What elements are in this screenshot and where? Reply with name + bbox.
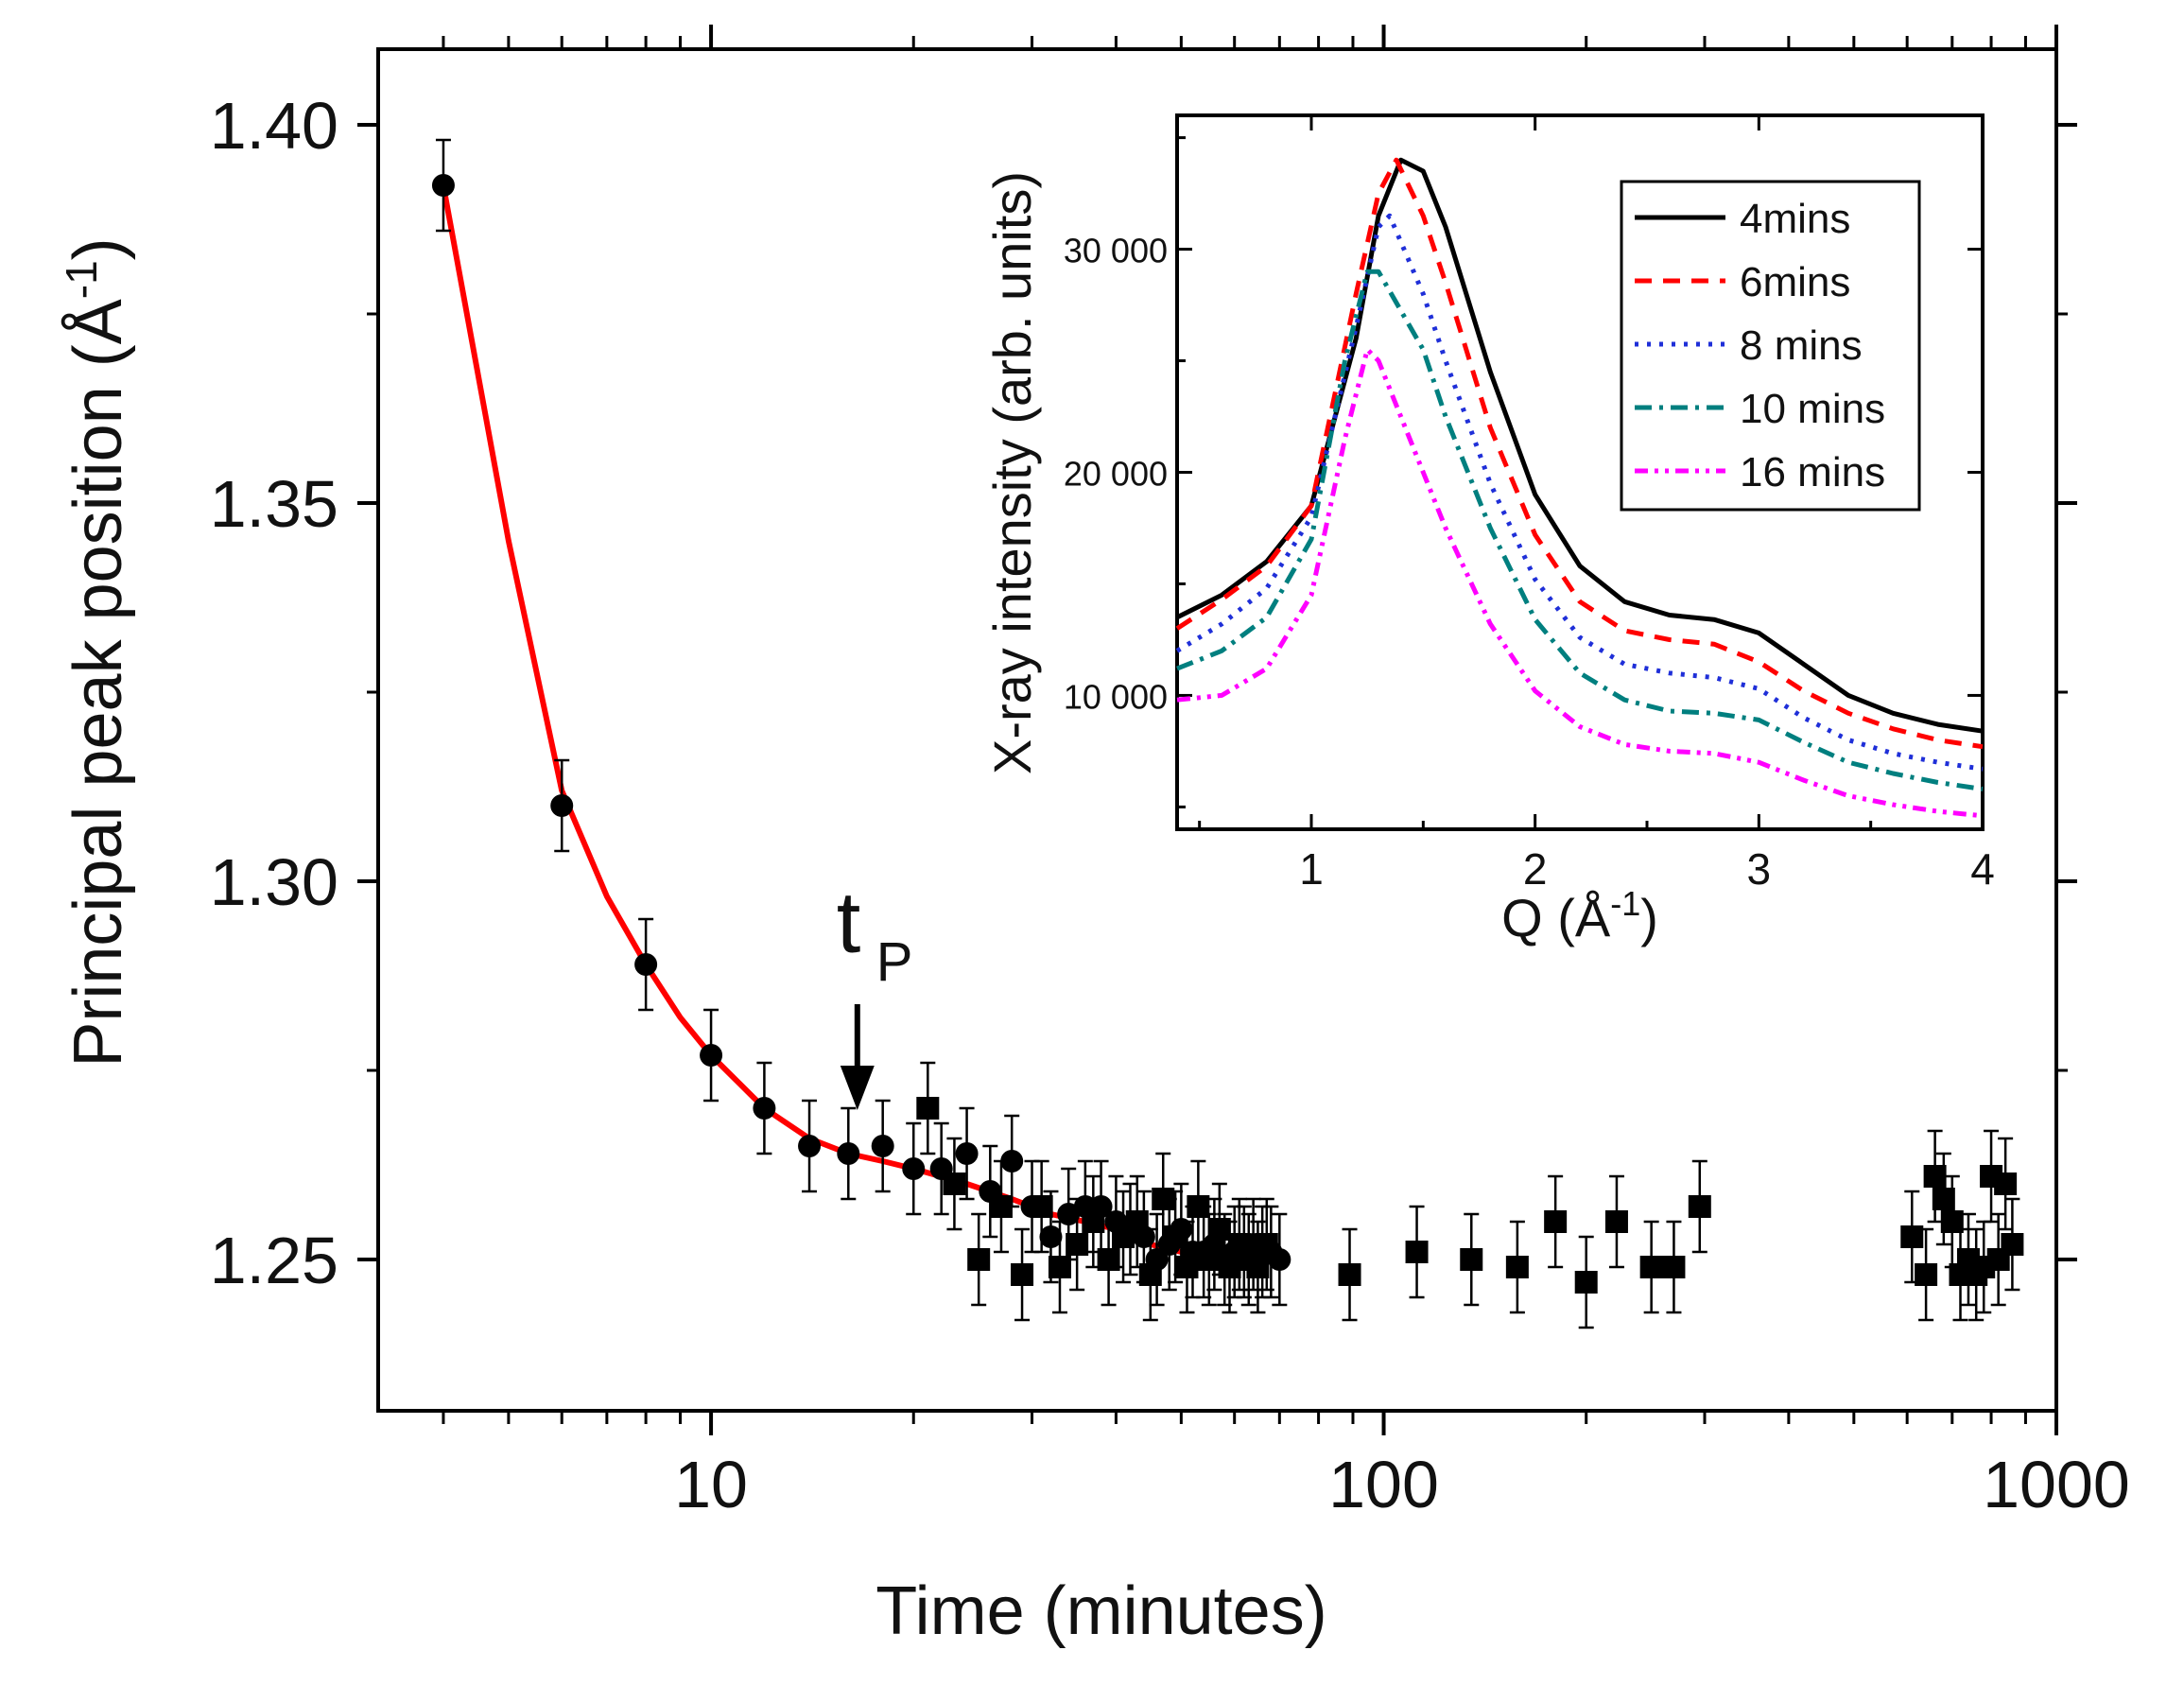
- data-point-circle: [753, 1097, 776, 1120]
- y-tick-label: 1.30: [210, 845, 338, 919]
- data-point-square: [967, 1248, 991, 1271]
- y-tick-label: 1.40: [210, 89, 338, 163]
- data-point-square: [1187, 1195, 1210, 1218]
- main-axis-ticks: 10 100 1000 1.25 1.30 1.35 1.40: [210, 25, 2130, 1521]
- data-point-square: [1662, 1256, 1686, 1278]
- inset-y-tick-label: 10 000: [1064, 677, 1168, 716]
- data-point-square: [1994, 1173, 2018, 1195]
- inset-x-tick-label: 2: [1523, 844, 1548, 894]
- inset-series-line: [1175, 213, 1984, 772]
- data-point-square: [1604, 1210, 1628, 1233]
- inset-series-line: [1175, 157, 1984, 750]
- tp-label-subscript: P: [876, 931, 913, 993]
- x-tick-label: 10: [674, 1448, 748, 1521]
- data-point-square: [1152, 1188, 1175, 1210]
- data-point-square: [1544, 1210, 1568, 1233]
- data-point-square: [1030, 1195, 1053, 1218]
- data-point-square: [1218, 1256, 1241, 1278]
- tp-arrow-head: [840, 1066, 875, 1110]
- data-point-circle: [550, 794, 574, 817]
- data-point-circle: [837, 1142, 860, 1165]
- inset-x-axis-title-sup: -1: [1610, 884, 1640, 923]
- inset-legend-label: 6mins: [1740, 259, 1850, 305]
- data-point-circle: [1000, 1150, 1024, 1173]
- inset-y-tick-label: 20 000: [1064, 455, 1168, 494]
- data-point-square: [916, 1097, 940, 1120]
- data-point-square: [1011, 1263, 1034, 1286]
- data-point-circle: [1039, 1225, 1063, 1248]
- data-point-square: [1255, 1233, 1278, 1256]
- data-points-group: [431, 174, 2024, 1294]
- data-point-circle: [955, 1142, 979, 1165]
- data-point-square: [1125, 1210, 1149, 1233]
- main-y-axis-title: Principal peak position (Å-1): [57, 237, 136, 1067]
- data-point-square: [1097, 1248, 1120, 1271]
- tp-label: t: [837, 875, 861, 971]
- data-point-square: [1688, 1195, 1711, 1218]
- inset-x-tick-label: 3: [1747, 844, 1772, 894]
- x-tick-label: 1000: [1983, 1448, 2130, 1521]
- inset-x-tick-label: 1: [1299, 844, 1324, 894]
- inset-legend-box: [1620, 180, 1921, 512]
- inset-y-axis-title: X-ray intensity (arb. units): [982, 171, 1042, 774]
- data-point-square: [1048, 1256, 1071, 1278]
- data-point-square: [1639, 1256, 1663, 1278]
- data-point-circle: [634, 953, 658, 976]
- data-point-square: [2001, 1233, 2024, 1256]
- data-point-square: [1900, 1225, 1924, 1248]
- main-y-axis-title-base: Principal peak position (Å: [61, 299, 136, 1067]
- main-x-axis-title: Time (minutes): [875, 1573, 1326, 1649]
- inset-legend-label: 10 mins: [1740, 386, 1885, 432]
- data-point-square: [1505, 1256, 1529, 1278]
- data-point-square: [1164, 1225, 1187, 1248]
- data-point-square: [1574, 1271, 1598, 1294]
- data-point-square: [943, 1173, 966, 1195]
- inset-series-line: [1176, 269, 1984, 791]
- data-point-square: [1066, 1233, 1089, 1256]
- inset-series-line: [1175, 157, 1984, 734]
- y-tick-label: 1.35: [210, 467, 338, 541]
- data-point-square: [1915, 1263, 1938, 1286]
- inset-legend-label: 16 mins: [1740, 449, 1885, 495]
- data-point-circle: [700, 1044, 723, 1067]
- data-point-square: [1207, 1218, 1231, 1241]
- inset-legend-label: 8 mins: [1740, 322, 1863, 369]
- data-point-square: [1405, 1241, 1429, 1263]
- data-point-square: [1175, 1256, 1199, 1278]
- main-y-axis-title-sup: -1: [57, 260, 106, 299]
- data-point-square: [1932, 1188, 1955, 1210]
- inset-legend: 4mins 6mins 8 mins 10 mins 16 mins: [1620, 180, 1921, 512]
- data-point-square: [1923, 1165, 1947, 1188]
- inset-series-line: [1176, 347, 1984, 819]
- inset-x-axis-title: Q (Å-1): [1501, 884, 1658, 947]
- y-tick-label: 1.25: [210, 1224, 338, 1297]
- data-point-circle: [431, 174, 455, 197]
- data-point-square: [1082, 1210, 1105, 1233]
- inset-series-lines: [1175, 157, 1984, 819]
- inset-legend-label: 4mins: [1740, 196, 1850, 242]
- data-point-circle: [902, 1157, 926, 1180]
- data-point-square: [1338, 1263, 1361, 1286]
- main-y-axis-title-close: ): [61, 237, 136, 260]
- data-point-square: [1940, 1210, 1964, 1233]
- inset-axis-ticks: 1 2 3 4 10 000 20 000 30 000: [1064, 115, 1995, 894]
- data-point-square: [1246, 1256, 1270, 1278]
- data-point-square: [1197, 1248, 1221, 1271]
- data-point-square: [989, 1195, 1013, 1218]
- data-point-square: [1138, 1263, 1162, 1286]
- inset-x-axis-title-close: ): [1640, 888, 1658, 947]
- data-point-square: [1460, 1248, 1483, 1271]
- x-tick-label: 100: [1328, 1448, 1439, 1521]
- inset-x-axis-title-base: Q (Å: [1501, 888, 1611, 947]
- inset-y-tick-label: 30 000: [1064, 232, 1168, 270]
- main-plot-frame: [376, 47, 2058, 1413]
- data-point-circle: [798, 1135, 822, 1157]
- data-point-circle: [871, 1135, 894, 1157]
- inset-x-tick-label: 4: [1970, 844, 1995, 894]
